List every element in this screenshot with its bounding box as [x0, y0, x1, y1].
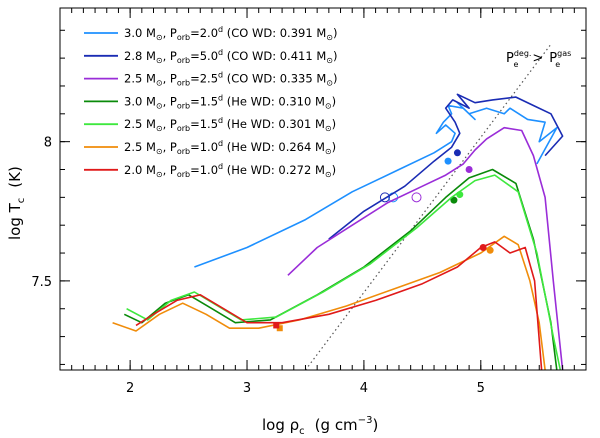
- legend-entry-1: 2.8 M⊙, Porb=5.0d (CO WD: 0.411 M⊙): [124, 48, 337, 65]
- x-tick-label-0: 2: [126, 381, 134, 396]
- annotation-p1: P: [506, 51, 514, 66]
- series-dot-1: [453, 149, 461, 157]
- series-open-circle-1: [379, 192, 390, 203]
- annotation-p1-sup: deg.: [514, 49, 532, 58]
- annotation-p2: P: [549, 51, 557, 66]
- series-dot-4: [456, 191, 464, 199]
- series-dot-3: [450, 196, 458, 204]
- x-label-close: ): [372, 416, 378, 434]
- x-label-units: (g cm: [315, 416, 358, 434]
- series-line-4: [126, 174, 562, 370]
- annotation-gt: >: [532, 51, 543, 66]
- x-tick-label-1: 3: [243, 381, 251, 396]
- series-square-6: [273, 322, 280, 329]
- y-label-sub: c: [16, 198, 27, 204]
- x-tick-label-3: 5: [477, 381, 485, 396]
- series-open-circle-2: [411, 192, 422, 203]
- y-axis-label: log Tc (K): [6, 166, 27, 240]
- x-axis-label: log ρc (g cm−3): [262, 415, 378, 437]
- series-dot-5: [486, 246, 494, 254]
- series-line-6: [135, 241, 543, 370]
- series-square-5: [276, 325, 283, 332]
- legend-entry-4: 2.5 M⊙, Porb=1.5d (He WD: 0.301 M⊙): [124, 116, 336, 133]
- annotation-p1-sub: e: [513, 60, 518, 69]
- legend: 3.0 M⊙, Porb=2.0d (CO WD: 0.391 M⊙) 2.8 M…: [84, 25, 337, 179]
- legend-entry-0: 3.0 M⊙, Porb=2.0d (CO WD: 0.391 M⊙): [124, 25, 337, 42]
- x-label-prefix: log: [262, 416, 290, 434]
- series-dot-0: [444, 157, 452, 165]
- series-dot-2: [465, 166, 473, 174]
- plot-data-layer: [112, 43, 564, 370]
- x-tick-label-2: 4: [360, 381, 368, 396]
- x-label-sup: −3: [358, 415, 373, 426]
- annotation-p2-sub: e: [555, 60, 560, 69]
- x-label-rho: ρ: [290, 416, 300, 434]
- plot-frame: [59, 7, 587, 371]
- axis-layer: 2 3 4 5 7.5 8: [31, 8, 586, 396]
- degeneracy-line: [304, 43, 552, 370]
- series-dot-6: [479, 243, 487, 251]
- legend-entry-6: 2.0 M⊙, Porb=1.0d (He WD: 0.272 M⊙): [124, 162, 336, 179]
- x-label-sub: c: [299, 426, 305, 437]
- y-label-prefix: log T: [6, 202, 24, 240]
- y-tick-label-1: 8: [44, 136, 52, 151]
- legend-entry-5: 2.5 M⊙, Porb=1.0d (He WD: 0.264 M⊙): [124, 139, 336, 156]
- legend-entry-2: 2.5 M⊙, Porb=2.5d (CO WD: 0.335 M⊙): [124, 71, 337, 88]
- y-label-units: (K): [6, 166, 24, 188]
- legend-entry-3: 3.0 M⊙, Porb=1.5d (He WD: 0.310 M⊙): [124, 93, 336, 110]
- annotation: Pdeg. e > Pgas e: [506, 49, 571, 69]
- series-line-2: [287, 126, 564, 370]
- series-line-1: [328, 93, 564, 240]
- series-line-5: [112, 235, 546, 370]
- y-tick-label-0: 7.5: [31, 275, 52, 290]
- annotation-p2-sup: gas: [557, 49, 571, 58]
